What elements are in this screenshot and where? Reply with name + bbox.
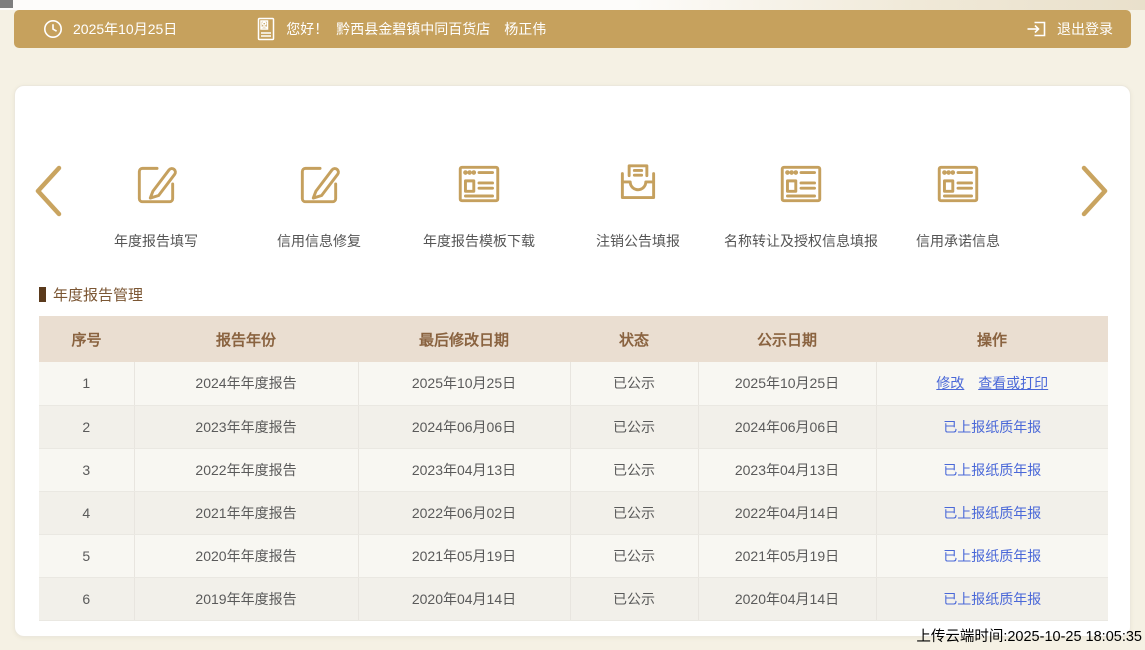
carousel-item-label: 年度报告模板下载 (423, 233, 535, 249)
document-template-icon (858, 159, 1058, 211)
header-operation: 操作 (876, 316, 1108, 362)
cell-year: 2020年年度报告 (133, 534, 358, 578)
header-year: 报告年份 (134, 316, 358, 362)
modify-link[interactable]: 修改 (936, 375, 965, 392)
carousel-item-annual-report-fill[interactable]: 年度报告填写 (56, 159, 256, 251)
cell-operation: 已上报纸质年报 (875, 448, 1108, 492)
cell-operation: 修改 查看或打印 (875, 362, 1108, 406)
section-bullet (39, 287, 46, 302)
carousel-item-label: 注销公告填报 (596, 233, 680, 249)
table-row: 4 2021年年度报告 2022年06月02日 已公示 2022年04月14日 … (39, 491, 1108, 535)
logout-label: 退出登录 (1057, 21, 1113, 37)
cell-status: 已公示 (569, 448, 698, 492)
edit-icon (219, 159, 419, 211)
table-row: 3 2022年年度报告 2023年04月13日 已公示 2023年04月13日 … (39, 448, 1108, 492)
id-badge-icon (255, 17, 277, 41)
cell-publish: 2020年04月14日 (697, 577, 876, 621)
table-row: 6 2019年年度报告 2020年04月14日 已公示 2020年04月14日 … (39, 577, 1108, 621)
cell-status: 已公示 (569, 491, 698, 535)
cell-seq: 5 (39, 534, 134, 578)
cell-operation: 已上报纸质年报 (875, 534, 1108, 578)
topbar: 2025年10月25日 您好！ 黔西县金碧镇中同百货店 杨正伟 退出登录 (14, 10, 1131, 48)
annual-report-table: 序号 报告年份 最后修改日期 状态 公示日期 操作 1 2024年年度报告 20… (39, 316, 1108, 621)
greeting-text: 您好！ (286, 21, 329, 37)
logout-button[interactable]: 退出登录 (1025, 17, 1113, 41)
user-name: 杨正伟 (504, 21, 547, 37)
header-status: 状态 (570, 316, 698, 362)
paper-report-link[interactable]: 已上报纸质年报 (943, 590, 1042, 607)
cell-publish: 2021年05月19日 (697, 534, 876, 578)
cell-status: 已公示 (569, 405, 698, 449)
carousel-item-template-download[interactable]: 年度报告模板下载 (379, 159, 579, 251)
header-modified: 最后修改日期 (358, 316, 570, 362)
cell-publish: 2024年06月06日 (697, 405, 876, 449)
clock-icon (42, 18, 64, 40)
carousel-item-credit-repair[interactable]: 信用信息修复 (219, 159, 419, 251)
cell-publish: 2023年04月13日 (697, 448, 876, 492)
corner-artifact (0, 0, 13, 8)
carousel-item-label: 名称转让及授权信息填报 (724, 233, 878, 249)
cell-publish: 2022年04月14日 (697, 491, 876, 535)
cell-operation: 已上报纸质年报 (875, 491, 1108, 535)
greeting-group: 您好！ 黔西县金碧镇中同百货店 杨正伟 (255, 17, 546, 41)
cell-seq: 4 (39, 491, 134, 535)
cell-operation: 已上报纸质年报 (875, 405, 1108, 449)
logout-icon (1025, 17, 1049, 41)
company-name: 黔西县金碧镇中同百货店 (336, 21, 491, 37)
inbox-submit-icon (538, 159, 738, 211)
page-top-strip (0, 0, 1145, 10)
cell-modified: 2022年06月02日 (357, 491, 570, 535)
cell-seq: 2 (39, 405, 134, 449)
carousel-item-label: 信用信息修复 (277, 233, 361, 249)
table-row: 5 2020年年度报告 2021年05月19日 已公示 2021年05月19日 … (39, 534, 1108, 578)
cell-modified: 2025年10月25日 (357, 362, 570, 406)
carousel-item-credit-commitment[interactable]: 信用承诺信息 (858, 159, 1058, 251)
view-print-link[interactable]: 查看或打印 (978, 375, 1049, 392)
cell-year: 2024年年度报告 (133, 362, 358, 406)
date-group: 2025年10月25日 (42, 18, 177, 40)
cell-year: 2022年年度报告 (133, 448, 358, 492)
cell-modified: 2020年04月14日 (357, 577, 570, 621)
cell-seq: 6 (39, 577, 134, 621)
main-card: 年度报告填写 信用信息修复 年度报告模板下载 (14, 85, 1131, 637)
table-row: 1 2024年年度报告 2025年10月25日 已公示 2025年10月25日 … (39, 362, 1108, 406)
section-title-text: 年度报告管理 (53, 287, 144, 304)
document-template-icon (379, 159, 579, 211)
paper-report-link[interactable]: 已上报纸质年报 (943, 547, 1042, 564)
paper-report-link[interactable]: 已上报纸质年报 (943, 504, 1042, 521)
cell-year: 2023年年度报告 (133, 405, 358, 449)
carousel-next-button[interactable] (1078, 164, 1112, 223)
cell-status: 已公示 (569, 534, 698, 578)
upload-time-label: 上传云端时间:2025-10-25 18:05:35 (916, 629, 1142, 645)
table-header-row: 序号 报告年份 最后修改日期 状态 公示日期 操作 (39, 316, 1108, 362)
carousel-item-label: 年度报告填写 (114, 233, 198, 249)
cell-seq: 3 (39, 448, 134, 492)
section-title: 年度报告管理 (39, 284, 143, 305)
carousel-prev-button[interactable] (31, 164, 65, 223)
carousel-item-cancellation-notice[interactable]: 注销公告填报 (538, 159, 738, 251)
cell-status: 已公示 (569, 362, 698, 406)
paper-report-link[interactable]: 已上报纸质年报 (943, 461, 1042, 478)
cell-operation: 已上报纸质年报 (875, 577, 1108, 621)
paper-report-link[interactable]: 已上报纸质年报 (943, 418, 1042, 435)
topbar-date: 2025年10月25日 (73, 21, 178, 37)
cell-modified: 2021年05月19日 (357, 534, 570, 578)
cell-publish: 2025年10月25日 (697, 362, 876, 406)
cell-year: 2021年年度报告 (133, 491, 358, 535)
cell-year: 2019年年度报告 (133, 577, 358, 621)
cell-status: 已公示 (569, 577, 698, 621)
cell-modified: 2023年04月13日 (357, 448, 570, 492)
table-row: 2 2023年年度报告 2024年06月06日 已公示 2024年06月06日 … (39, 405, 1108, 449)
cell-modified: 2024年06月06日 (357, 405, 570, 449)
carousel-item-name-transfer[interactable]: 名称转让及授权信息填报 (701, 159, 901, 251)
cell-seq: 1 (39, 362, 134, 406)
edit-icon (56, 159, 256, 211)
document-template-icon (701, 159, 901, 211)
header-seq: 序号 (39, 316, 134, 362)
carousel-item-label: 信用承诺信息 (916, 233, 1000, 249)
header-publish: 公示日期 (698, 316, 876, 362)
